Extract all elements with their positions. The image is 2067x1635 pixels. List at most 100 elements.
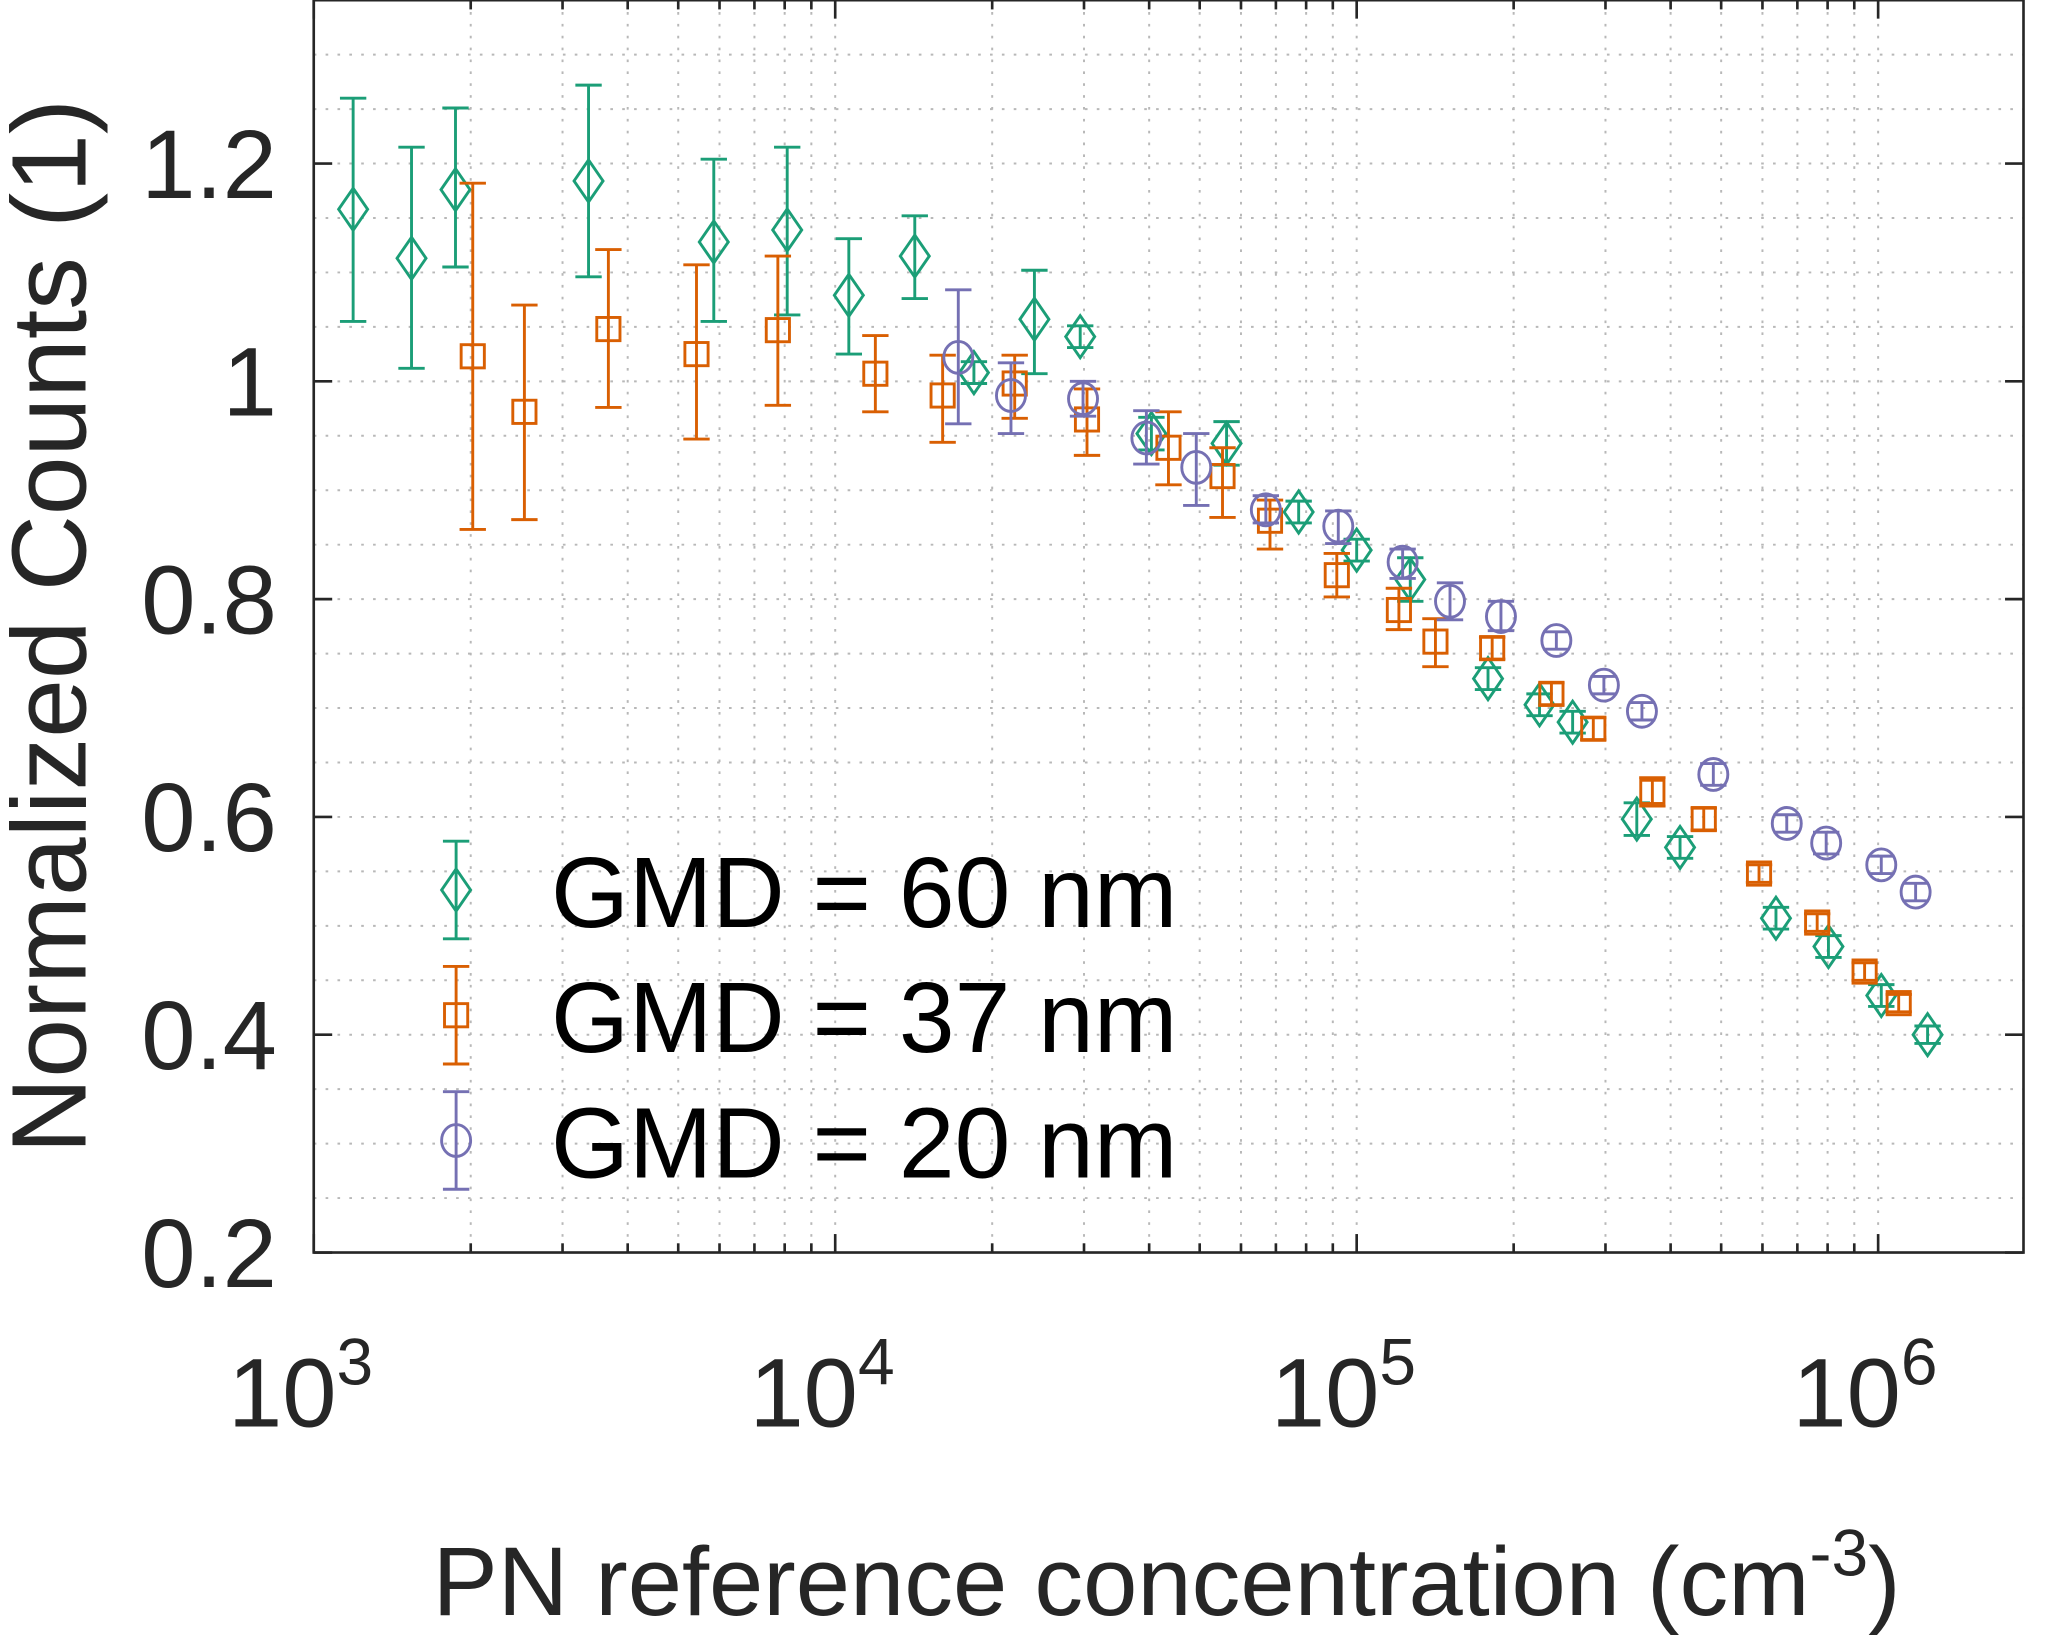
x-tick-label: 104 <box>749 1324 894 1447</box>
error-bar <box>1803 912 1831 933</box>
square-marker <box>1073 406 1101 433</box>
square-marker <box>1323 562 1350 589</box>
circle-marker <box>440 1123 473 1158</box>
diamond-marker <box>1911 1011 1944 1059</box>
circle-marker <box>1625 693 1658 729</box>
error-bar <box>1323 551 1350 599</box>
data-point <box>1810 825 1843 861</box>
data-point <box>683 263 710 441</box>
y-tick-label: 0.8 <box>141 545 277 654</box>
circle-marker <box>1322 508 1355 544</box>
square-marker <box>1804 909 1831 936</box>
error-bar <box>1773 813 1800 834</box>
square-marker <box>1422 628 1449 655</box>
diamond-marker <box>1282 488 1315 536</box>
diamond-marker <box>770 206 804 254</box>
square-marker <box>595 316 622 343</box>
data-point <box>1210 419 1243 467</box>
square-marker <box>1479 635 1506 662</box>
error-bar <box>1478 635 1506 661</box>
error-bar <box>945 288 972 426</box>
data-point <box>1663 823 1697 871</box>
error-bar <box>1628 701 1656 722</box>
data-point <box>1625 693 1658 729</box>
data-point <box>1587 667 1620 703</box>
y-tick-label: 0.4 <box>141 981 277 1090</box>
data-point <box>832 237 866 356</box>
error-bar <box>1762 905 1790 931</box>
error-bar <box>398 145 425 370</box>
square-marker <box>1256 507 1284 534</box>
error-bar <box>1623 801 1650 837</box>
diamond-marker <box>1620 795 1654 843</box>
error-bar <box>1385 586 1413 632</box>
data-point <box>898 214 932 301</box>
data-point <box>1911 1011 1944 1059</box>
diamond-marker <box>1135 410 1168 458</box>
data-point <box>395 145 428 370</box>
data-point <box>1322 508 1355 546</box>
plot-area-frame <box>312 0 2025 1254</box>
error-bar <box>1815 934 1842 959</box>
data-point <box>459 181 486 531</box>
legend: GMD = 60 nm GMD = 37 nm GMD = 20 nm <box>439 837 1177 1199</box>
data-point <box>1770 806 1803 841</box>
circle-marker <box>1865 847 1898 883</box>
square-marker <box>459 343 486 370</box>
error-bar <box>459 181 486 531</box>
square-marker <box>929 382 956 409</box>
data-point <box>1478 635 1506 662</box>
data-point <box>1434 581 1466 622</box>
square-marker <box>1690 806 1717 833</box>
data-point <box>1812 922 1845 971</box>
error-bar <box>997 361 1025 436</box>
error-bar <box>1474 666 1502 691</box>
circle-marker <box>1587 667 1620 703</box>
diamond-marker <box>1018 295 1051 343</box>
data-point <box>697 157 731 323</box>
y-axis-label: Normalized Counts (1) <box>0 99 109 1154</box>
error-bar <box>1067 324 1094 350</box>
x-tick-label: 106 <box>1792 1324 1937 1447</box>
diamond-marker <box>439 866 473 914</box>
error-bar <box>511 303 538 522</box>
data-point <box>862 334 889 414</box>
square-marker <box>443 1002 470 1029</box>
square-marker <box>764 317 791 344</box>
data-point <box>1865 971 1898 1020</box>
data-point <box>1485 599 1517 634</box>
x-tick-label: 105 <box>1271 1324 1416 1447</box>
circle-marker <box>1540 623 1573 658</box>
data-marks <box>336 83 1944 1059</box>
square-marker <box>862 360 889 387</box>
data-point <box>1282 488 1315 536</box>
square-marker <box>1639 778 1666 805</box>
series-diamond <box>336 83 1944 1059</box>
data-point <box>1385 586 1413 632</box>
circle-marker <box>995 378 1027 413</box>
error-bar <box>960 360 988 385</box>
error-bar <box>1213 420 1240 467</box>
circle-marker <box>1434 583 1466 619</box>
circle-marker <box>1180 449 1213 485</box>
data-point <box>1018 268 1051 376</box>
data-point <box>957 349 991 397</box>
data-point <box>572 83 605 279</box>
legend-label: GMD = 60 nm <box>551 837 1177 949</box>
error-bar <box>862 334 889 414</box>
data-point <box>929 353 956 444</box>
data-point <box>1639 776 1666 808</box>
error-bar <box>1436 581 1464 622</box>
data-point <box>1386 544 1419 580</box>
data-point <box>764 254 792 407</box>
error-bar <box>929 353 956 444</box>
circle-marker <box>1067 381 1099 417</box>
error-bar <box>1285 499 1312 525</box>
circle-marker <box>1249 492 1282 528</box>
circle-marker <box>1130 420 1163 456</box>
square-marker <box>1538 680 1565 707</box>
error-bar <box>1209 446 1236 519</box>
data-point <box>1249 492 1282 528</box>
legend-label: GMD = 20 nm <box>551 1087 1177 1199</box>
